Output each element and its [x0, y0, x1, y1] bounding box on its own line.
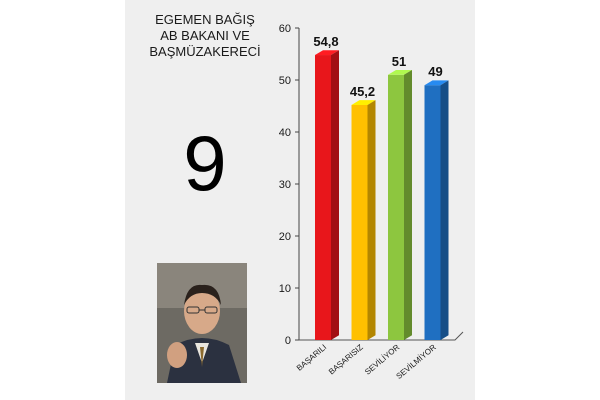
portrait-photo — [157, 263, 247, 383]
category-label: SEVİLİYOR — [363, 343, 401, 377]
y-axis: 0 10 20 30 40 50 60 — [279, 23, 464, 347]
y-tick-label: 0 — [285, 335, 291, 347]
category-label: SEVİLMİYOR — [395, 342, 438, 380]
caption-line-role: AB BAKANI VE — [160, 28, 250, 43]
y-tick-label: 40 — [279, 127, 291, 139]
y-tick-label: 60 — [279, 23, 291, 35]
caption-line-title: BAŞMÜZAKERECİ — [149, 44, 261, 59]
data-label: 49 — [428, 64, 442, 79]
portrait-illustration — [157, 263, 247, 383]
y-tick-label: 10 — [279, 283, 291, 295]
y-tick-label: 30 — [279, 179, 291, 191]
bar — [388, 70, 412, 341]
bar — [315, 50, 339, 341]
y-tick-label: 50 — [279, 75, 291, 87]
x-axis-line — [299, 331, 464, 341]
person-caption: EGEMEN BAĞIŞ AB BAKANI VE BAŞMÜZAKERECİ — [125, 12, 285, 60]
bar — [351, 100, 376, 341]
y-tick-label: 20 — [279, 231, 291, 243]
caption-line-name: EGEMEN BAĞIŞ — [155, 12, 255, 27]
rank-number: 9 — [183, 119, 227, 207]
data-label: 51 — [392, 54, 406, 69]
category-label: BAŞARISIZ — [327, 343, 365, 377]
data-label: 45,2 — [350, 84, 375, 99]
bars — [315, 50, 449, 341]
data-label: 54,8 — [313, 34, 338, 49]
category-label: BAŞARILI — [295, 343, 328, 373]
bar — [424, 80, 449, 341]
